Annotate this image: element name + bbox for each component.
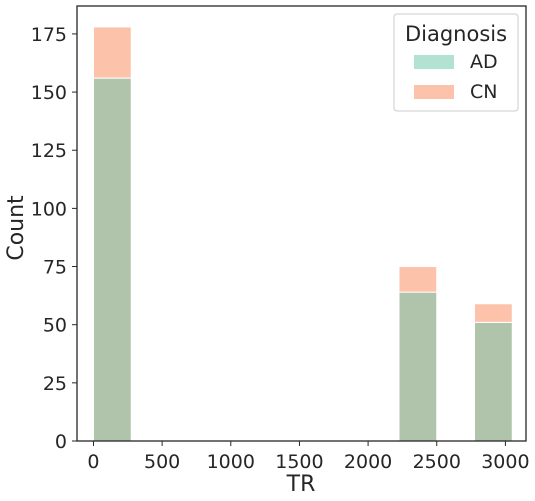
bar-ad-2775 (474, 321, 513, 442)
x-tick-label-2500: 2500 (413, 451, 461, 473)
legend: Diagnosis AD CN (393, 13, 519, 112)
x-tick-label-2000: 2000 (344, 451, 392, 473)
y-axis-ticks: 0 25 50 75 100 125 150 175 (31, 24, 77, 453)
y-tick-label-125: 125 (31, 140, 67, 162)
y-tick-label-175: 175 (31, 24, 67, 46)
x-tick-label-3000: 3000 (481, 451, 529, 473)
bar-ad-2225 (398, 291, 438, 442)
legend-label-cn: CN (470, 81, 497, 103)
y-tick-label-100: 100 (31, 198, 67, 220)
x-tick-label-0: 0 (87, 451, 99, 473)
x-tick-label-500: 500 (144, 451, 180, 473)
legend-swatch-ad (414, 55, 454, 69)
legend-title: Diagnosis (405, 22, 507, 46)
x-axis-label: TR (286, 472, 316, 497)
x-tick-label-1000: 1000 (207, 451, 255, 473)
legend-label-ad: AD (470, 51, 498, 73)
bar-ad-0 (92, 77, 132, 442)
bar-cn-2775 (474, 303, 513, 323)
y-tick-label-150: 150 (31, 82, 67, 104)
y-tick-label-25: 25 (43, 373, 67, 395)
bar-cn-0 (92, 26, 132, 79)
x-axis-ticks: 0 500 1000 1500 2000 2500 3000 (87, 441, 530, 473)
y-tick-label-50: 50 (43, 315, 67, 337)
x-tick-label-1500: 1500 (275, 451, 323, 473)
bar-cn-2225 (398, 266, 438, 293)
y-tick-label-0: 0 (55, 431, 67, 453)
plot-frame (76, 5, 527, 442)
y-axis-label: Count (4, 195, 29, 261)
y-tick-label-75: 75 (43, 257, 67, 279)
bars-group (92, 26, 513, 442)
legend-swatch-cn (414, 85, 454, 99)
